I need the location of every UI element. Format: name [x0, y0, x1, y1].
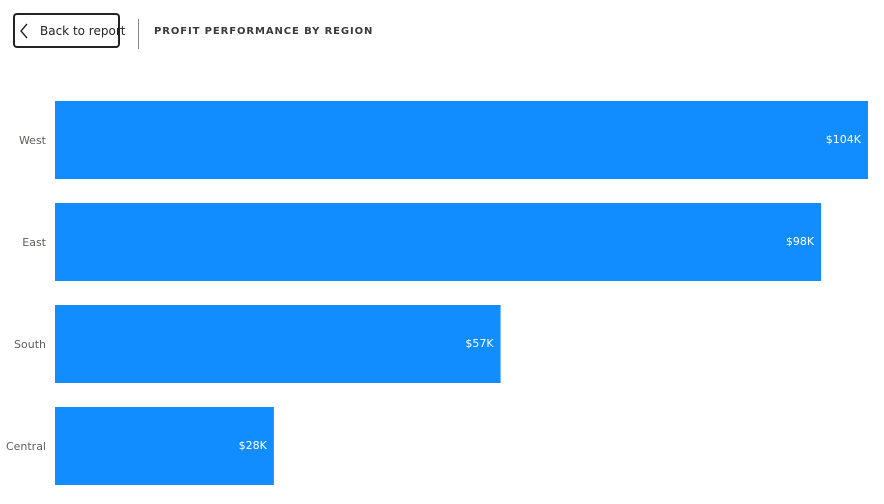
bar-south[interactable]: [55, 305, 501, 383]
category-label-central: Central: [6, 440, 46, 453]
data-label-east: $98K: [786, 235, 815, 248]
data-label-west: $104K: [826, 133, 862, 146]
page-title: PROFIT PERFORMANCE BY REGION: [154, 26, 374, 37]
data-label-south: $57K: [465, 337, 494, 350]
back-button-label: Back to report: [40, 23, 126, 38]
data-label-central: $28K: [239, 439, 268, 452]
category-label-south: South: [14, 338, 46, 351]
category-label-east: East: [22, 236, 46, 249]
bar-west[interactable]: [55, 101, 868, 179]
bar-central[interactable]: [55, 407, 274, 485]
bar-east[interactable]: [55, 203, 822, 281]
header-divider: [138, 19, 139, 49]
chevron-left-icon: [19, 21, 29, 41]
category-label-west: West: [19, 134, 47, 147]
back-to-report-button[interactable]: Back to report: [13, 13, 125, 48]
